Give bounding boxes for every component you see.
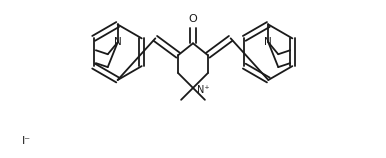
Text: N: N xyxy=(264,37,272,47)
Text: I⁻: I⁻ xyxy=(22,137,31,146)
Text: N⁺: N⁺ xyxy=(196,85,209,95)
Text: N: N xyxy=(114,37,122,47)
Text: O: O xyxy=(189,14,197,24)
